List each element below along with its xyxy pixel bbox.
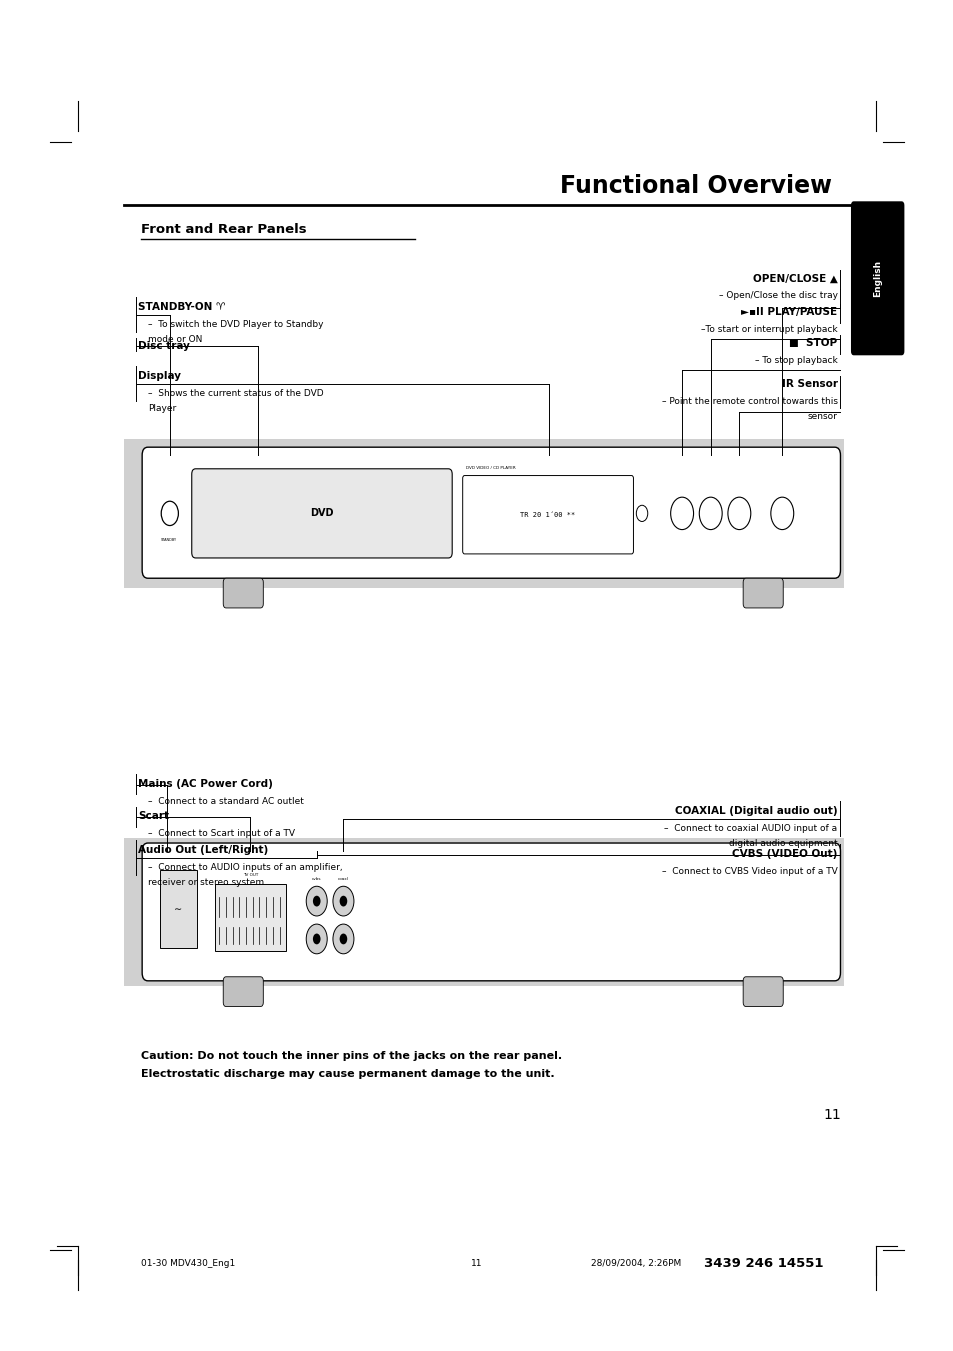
FancyBboxPatch shape bbox=[214, 884, 286, 951]
FancyBboxPatch shape bbox=[462, 476, 633, 554]
Circle shape bbox=[339, 896, 347, 907]
Text: –  Connect to a standard AC outlet: – Connect to a standard AC outlet bbox=[148, 797, 303, 805]
Text: Functional Overview: Functional Overview bbox=[559, 174, 832, 199]
Text: –To start or interrupt playback: –To start or interrupt playback bbox=[700, 326, 837, 334]
Text: English: English bbox=[872, 259, 882, 297]
Circle shape bbox=[727, 497, 750, 530]
Text: 11: 11 bbox=[471, 1259, 482, 1267]
Text: Display: Display bbox=[138, 370, 181, 381]
Text: STANDBY: STANDBY bbox=[161, 538, 176, 542]
Circle shape bbox=[313, 896, 320, 907]
Bar bbox=[124, 838, 843, 986]
FancyBboxPatch shape bbox=[142, 447, 840, 578]
Text: Front and Rear Panels: Front and Rear Panels bbox=[141, 223, 307, 236]
FancyBboxPatch shape bbox=[142, 843, 840, 981]
Circle shape bbox=[339, 934, 347, 944]
Text: TV OUT: TV OUT bbox=[242, 873, 258, 877]
FancyBboxPatch shape bbox=[160, 870, 196, 948]
Text: Scart: Scart bbox=[138, 811, 169, 821]
Text: 28/09/2004, 2:26PM: 28/09/2004, 2:26PM bbox=[591, 1259, 681, 1267]
Text: Mains (AC Power Cord): Mains (AC Power Cord) bbox=[138, 778, 273, 789]
Text: ►▪II PLAY/PAUSE: ►▪II PLAY/PAUSE bbox=[740, 307, 837, 317]
Circle shape bbox=[306, 886, 327, 916]
FancyBboxPatch shape bbox=[742, 578, 782, 608]
Text: 3439 246 14551: 3439 246 14551 bbox=[703, 1256, 822, 1270]
Text: 01-30 MDV430_Eng1: 01-30 MDV430_Eng1 bbox=[141, 1259, 235, 1267]
Text: – To stop playback: – To stop playback bbox=[754, 357, 837, 365]
Text: IR Sensor: IR Sensor bbox=[781, 378, 837, 389]
Text: receiver or stereo system: receiver or stereo system bbox=[148, 878, 264, 886]
Text: digital audio equipment: digital audio equipment bbox=[728, 839, 837, 847]
Text: cvbs: cvbs bbox=[312, 877, 321, 881]
Circle shape bbox=[670, 497, 693, 530]
Text: – Point the remote control towards this: – Point the remote control towards this bbox=[661, 397, 837, 405]
Circle shape bbox=[306, 924, 327, 954]
Text: CVBS (VIDEO Out): CVBS (VIDEO Out) bbox=[732, 848, 837, 859]
Text: coaxl: coaxl bbox=[337, 877, 349, 881]
Circle shape bbox=[333, 886, 354, 916]
Text: ∼: ∼ bbox=[174, 904, 182, 915]
Text: DVD: DVD bbox=[310, 508, 334, 519]
FancyBboxPatch shape bbox=[223, 977, 263, 1006]
Circle shape bbox=[770, 497, 793, 530]
Circle shape bbox=[636, 505, 647, 521]
Text: 11: 11 bbox=[822, 1108, 841, 1121]
Text: –  Connect to CVBS Video input of a TV: – Connect to CVBS Video input of a TV bbox=[661, 867, 837, 875]
Bar bbox=[124, 439, 843, 588]
Text: Electrostatic discharge may cause permanent damage to the unit.: Electrostatic discharge may cause perman… bbox=[141, 1069, 555, 1079]
FancyBboxPatch shape bbox=[742, 977, 782, 1006]
Text: OPEN/CLOSE ▲: OPEN/CLOSE ▲ bbox=[752, 273, 837, 284]
Text: –  Connect to AUDIO inputs of an amplifier,: – Connect to AUDIO inputs of an amplifie… bbox=[148, 863, 342, 871]
Circle shape bbox=[699, 497, 721, 530]
Text: –  Connect to Scart input of a TV: – Connect to Scart input of a TV bbox=[148, 830, 294, 838]
Circle shape bbox=[161, 501, 178, 526]
Text: Disc tray: Disc tray bbox=[138, 340, 190, 351]
Text: Audio Out (Left/Right): Audio Out (Left/Right) bbox=[138, 844, 269, 855]
Text: –  Shows the current status of the DVD: – Shows the current status of the DVD bbox=[148, 389, 323, 397]
FancyBboxPatch shape bbox=[850, 201, 903, 355]
Text: COAXIAL (Digital audio out): COAXIAL (Digital audio out) bbox=[675, 805, 837, 816]
Text: DVD VIDEO / CD PLAYER: DVD VIDEO / CD PLAYER bbox=[466, 466, 516, 470]
Circle shape bbox=[333, 924, 354, 954]
Text: Caution: Do not touch the inner pins of the jacks on the rear panel.: Caution: Do not touch the inner pins of … bbox=[141, 1051, 561, 1062]
Text: mode or ON: mode or ON bbox=[148, 335, 202, 343]
Circle shape bbox=[313, 934, 320, 944]
Text: STANDBY-ON ♈: STANDBY-ON ♈ bbox=[138, 301, 225, 312]
Text: ■  STOP: ■ STOP bbox=[789, 338, 837, 349]
Text: –  Connect to coaxial AUDIO input of a: – Connect to coaxial AUDIO input of a bbox=[664, 824, 837, 832]
FancyBboxPatch shape bbox=[223, 578, 263, 608]
Text: –  To switch the DVD Player to Standby: – To switch the DVD Player to Standby bbox=[148, 320, 323, 328]
FancyBboxPatch shape bbox=[192, 469, 452, 558]
Text: Player: Player bbox=[148, 404, 176, 412]
Text: – Open/Close the disc tray: – Open/Close the disc tray bbox=[718, 292, 837, 300]
Text: sensor: sensor bbox=[807, 412, 837, 420]
Text: TR 20 1´00 **: TR 20 1´00 ** bbox=[520, 512, 575, 517]
